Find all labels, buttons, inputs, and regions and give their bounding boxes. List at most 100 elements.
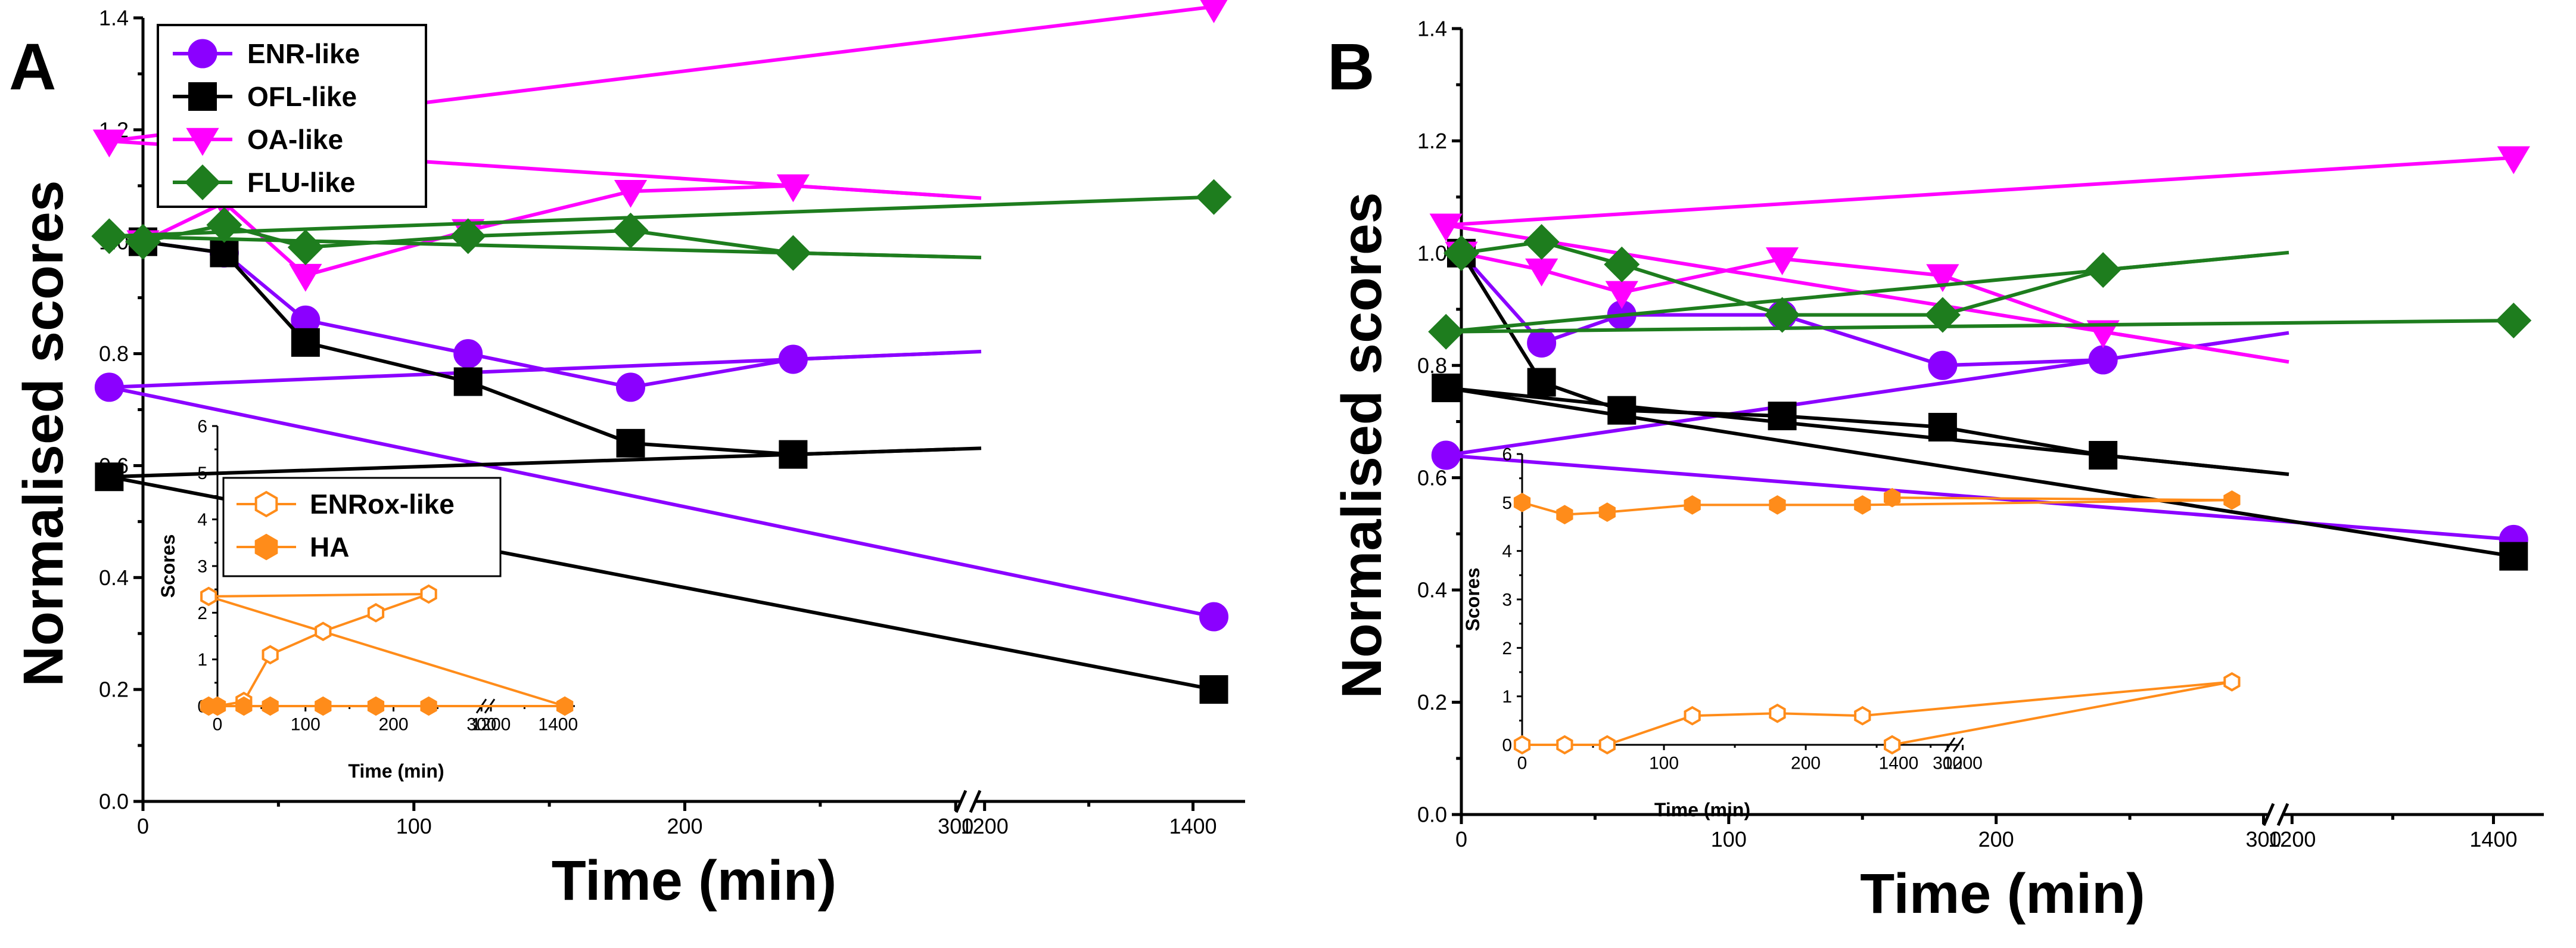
panel-a-letter: A xyxy=(9,30,56,104)
panel-B-main-series-flu-like-point xyxy=(1523,224,1560,260)
panel-A-inset-y-tick-label: 3 xyxy=(197,557,207,577)
panel-A-main-series-ofl-like-point xyxy=(210,238,239,268)
panel-A-inset-series-ha-point xyxy=(235,696,253,716)
panel-B-main-series-ofl-like-line xyxy=(1942,425,2104,457)
panel-A-main-x-tick-label: 0 xyxy=(137,814,149,838)
panel-A-inset-series-enrox-like-line xyxy=(209,593,429,598)
panel-A-main-series-enr-like-line xyxy=(109,350,982,389)
panel-B-inset-series-enrox-like-point xyxy=(1769,703,1786,723)
panel-A-inset-series-ha xyxy=(200,696,574,716)
panel-A-inset-legend-box xyxy=(222,477,502,577)
panel-A-main-y-tick-label: 0.4 xyxy=(99,565,129,590)
panel-B-main-series-oa-like-point xyxy=(1525,258,1558,287)
panel-B-inset-series-enrox-like-point xyxy=(1854,705,1871,726)
panel-A-main-series-enr-like-line xyxy=(630,358,794,389)
panel-B-inset-series-enrox-like-point xyxy=(1684,705,1701,726)
panel-A-main-series-enr-like-point xyxy=(94,372,124,402)
panel-B-main-y-tick-label: 0.0 xyxy=(1417,803,1447,827)
panel-A-main-axis-break-mark xyxy=(969,790,982,813)
panel-B-main-series-flu-like xyxy=(1428,224,2532,350)
panel-B-main-series-enr-like-line xyxy=(1942,358,2104,368)
panel-A-inset-legend: ENRox-like HA xyxy=(222,477,502,577)
panel-B-main-series-ofl-like xyxy=(1432,238,2528,571)
panel-B-inset-series-enrox-like-point xyxy=(2223,672,2241,692)
panel-A-main-series-flu-like-line xyxy=(109,234,982,260)
panel-B-inset-y-tick-label: 0 xyxy=(1502,736,1512,756)
panel-A-main-series-enr-like-line xyxy=(108,385,1215,618)
panel-A-inset-y-tick-label: 2 xyxy=(197,604,207,623)
panel-A-inset-x-tick-label: 1400 xyxy=(538,715,578,735)
panel-B-main-series-ofl-like-point xyxy=(1607,396,1637,425)
panel-B-main-x-tick-label: 1400 xyxy=(2469,827,2517,851)
panel-A-x-axis-title: Time (min) xyxy=(552,849,837,912)
panel-A-legend-enr-like-label: ENR-like xyxy=(247,38,360,69)
panel-B-inset-axis-break-mark xyxy=(1952,737,1964,753)
panel-B-inset-series-ha-point xyxy=(1769,495,1786,515)
panel-B-main-y-tick-label: 1.0 xyxy=(1417,241,1447,265)
panel-A-main-series-enr-like-line xyxy=(305,318,469,356)
panel-A-inset-series-enrox-like-point xyxy=(367,603,385,623)
panel-A-main-series-enr-like-point xyxy=(616,372,646,402)
panel-B-main-series-flu-like-point xyxy=(2085,252,2121,288)
panel-A-inset-series-ha-point xyxy=(367,696,385,716)
panel-B-inset-series-ha-point xyxy=(1513,493,1531,512)
panel-B-main-y-tick-label: 1.2 xyxy=(1417,129,1447,153)
panel-A-inset-x-tick-label: 100 xyxy=(291,715,321,735)
panel-B-main-x-tick-label: 200 xyxy=(1978,827,2014,851)
panel-B-main-series-oa-like xyxy=(1429,146,2530,364)
panel-A-main-series-ofl-like-line xyxy=(109,446,982,479)
panel-A-inset-x-tick-label: 0 xyxy=(213,715,223,735)
panel-A-legend-enr-like-marker xyxy=(188,39,217,69)
panel-A-legend-ofl-like-marker xyxy=(188,82,217,111)
panel-B-main-series-ofl-like-line xyxy=(1460,252,1544,384)
panel-A-main-y-tick-label: 1.4 xyxy=(99,6,129,30)
panel-A-main-series-ofl-like-point xyxy=(616,428,645,458)
panel-A-main-axis-break-mark xyxy=(954,790,967,813)
panel-B-main-y-tick-label: 0.2 xyxy=(1417,690,1447,714)
panel-A-main-series-flu-like-line xyxy=(109,195,1214,238)
panel-B-inset-y-tick-label: 6 xyxy=(1502,445,1512,465)
panel-A-legend-flu-like-marker xyxy=(185,164,220,200)
panel-A-inset-series-ha-point xyxy=(200,696,217,716)
panel-A-main-series-ofl-like-point xyxy=(779,440,808,469)
panel-A-inset-legend-ha-label: HA xyxy=(310,531,349,562)
panel-B-main-series-ofl-like-point xyxy=(1768,402,1797,431)
panel-B-main-series-oa-like-point xyxy=(1429,213,1463,242)
panel-B-main-series-flu-like-line xyxy=(1621,262,1783,317)
panel-A-inset-series-enrox-like-line xyxy=(269,630,324,656)
panel-B-inset-x-axis-title: Time (min) xyxy=(1654,799,1750,820)
panel-A-main-series-ofl-like-line xyxy=(305,340,469,384)
panel-B-inset-y-tick-label: 5 xyxy=(1502,493,1512,513)
panel-B-inset-series-ha-point xyxy=(1556,505,1573,524)
panel-A-main-series-oa-like-line xyxy=(630,184,794,194)
panel-b-letter: B xyxy=(1327,30,1374,104)
panel-B-inset-series-enrox-like-point xyxy=(1513,735,1531,755)
panel-A-main-series-flu-like-point xyxy=(450,218,486,254)
panel-B-inset-series-ha-line xyxy=(1862,499,2232,506)
panel-A-inset-y-tick-label: 1 xyxy=(197,650,207,670)
panel-B-inset-x-tick-label: 300 xyxy=(1933,754,1962,773)
panel-A-inset-series-enrox-like-point xyxy=(262,645,279,665)
panel-A-main-series-oa-like-point xyxy=(776,174,810,203)
panel-A-main-series-ofl-like-point xyxy=(95,462,124,492)
panel-B-inset-series-ha-point xyxy=(1854,495,1871,515)
panel-A-main-series-ofl-like-point xyxy=(453,367,483,396)
panel-B-main-series-enr-like-point xyxy=(1928,350,1958,380)
panel-A-main-series-flu-like-point xyxy=(612,212,649,248)
panel-A-main-series-flu-like xyxy=(91,179,1232,271)
panel-B-inset-y-tick-label: 1 xyxy=(1502,687,1512,707)
panel-B-main-x-tick-label: 0 xyxy=(1455,827,1467,851)
panel-A-inset-series-enrox-like-line xyxy=(375,593,430,614)
panel-B-main-x-tick-label: 300 xyxy=(2245,827,2281,851)
panel-A-main-series-oa-like-point xyxy=(92,129,126,158)
panel-A-y-axis-title: Normalised scores xyxy=(12,180,75,686)
panel-B-main-axis-break-mark xyxy=(2276,803,2289,826)
panel-A-main-y-tick-label: 0.0 xyxy=(99,790,129,814)
panel-A-inset-series-ha-point xyxy=(262,696,279,716)
panel-B-inset-series-enrox-like-line xyxy=(1607,714,1693,746)
panel-B-inset-x-tick-label: 1400 xyxy=(1879,754,1919,773)
panel-B-main-series-enr-like-line xyxy=(1781,313,1943,368)
panel-A-inset-series-ha-point xyxy=(315,696,332,716)
